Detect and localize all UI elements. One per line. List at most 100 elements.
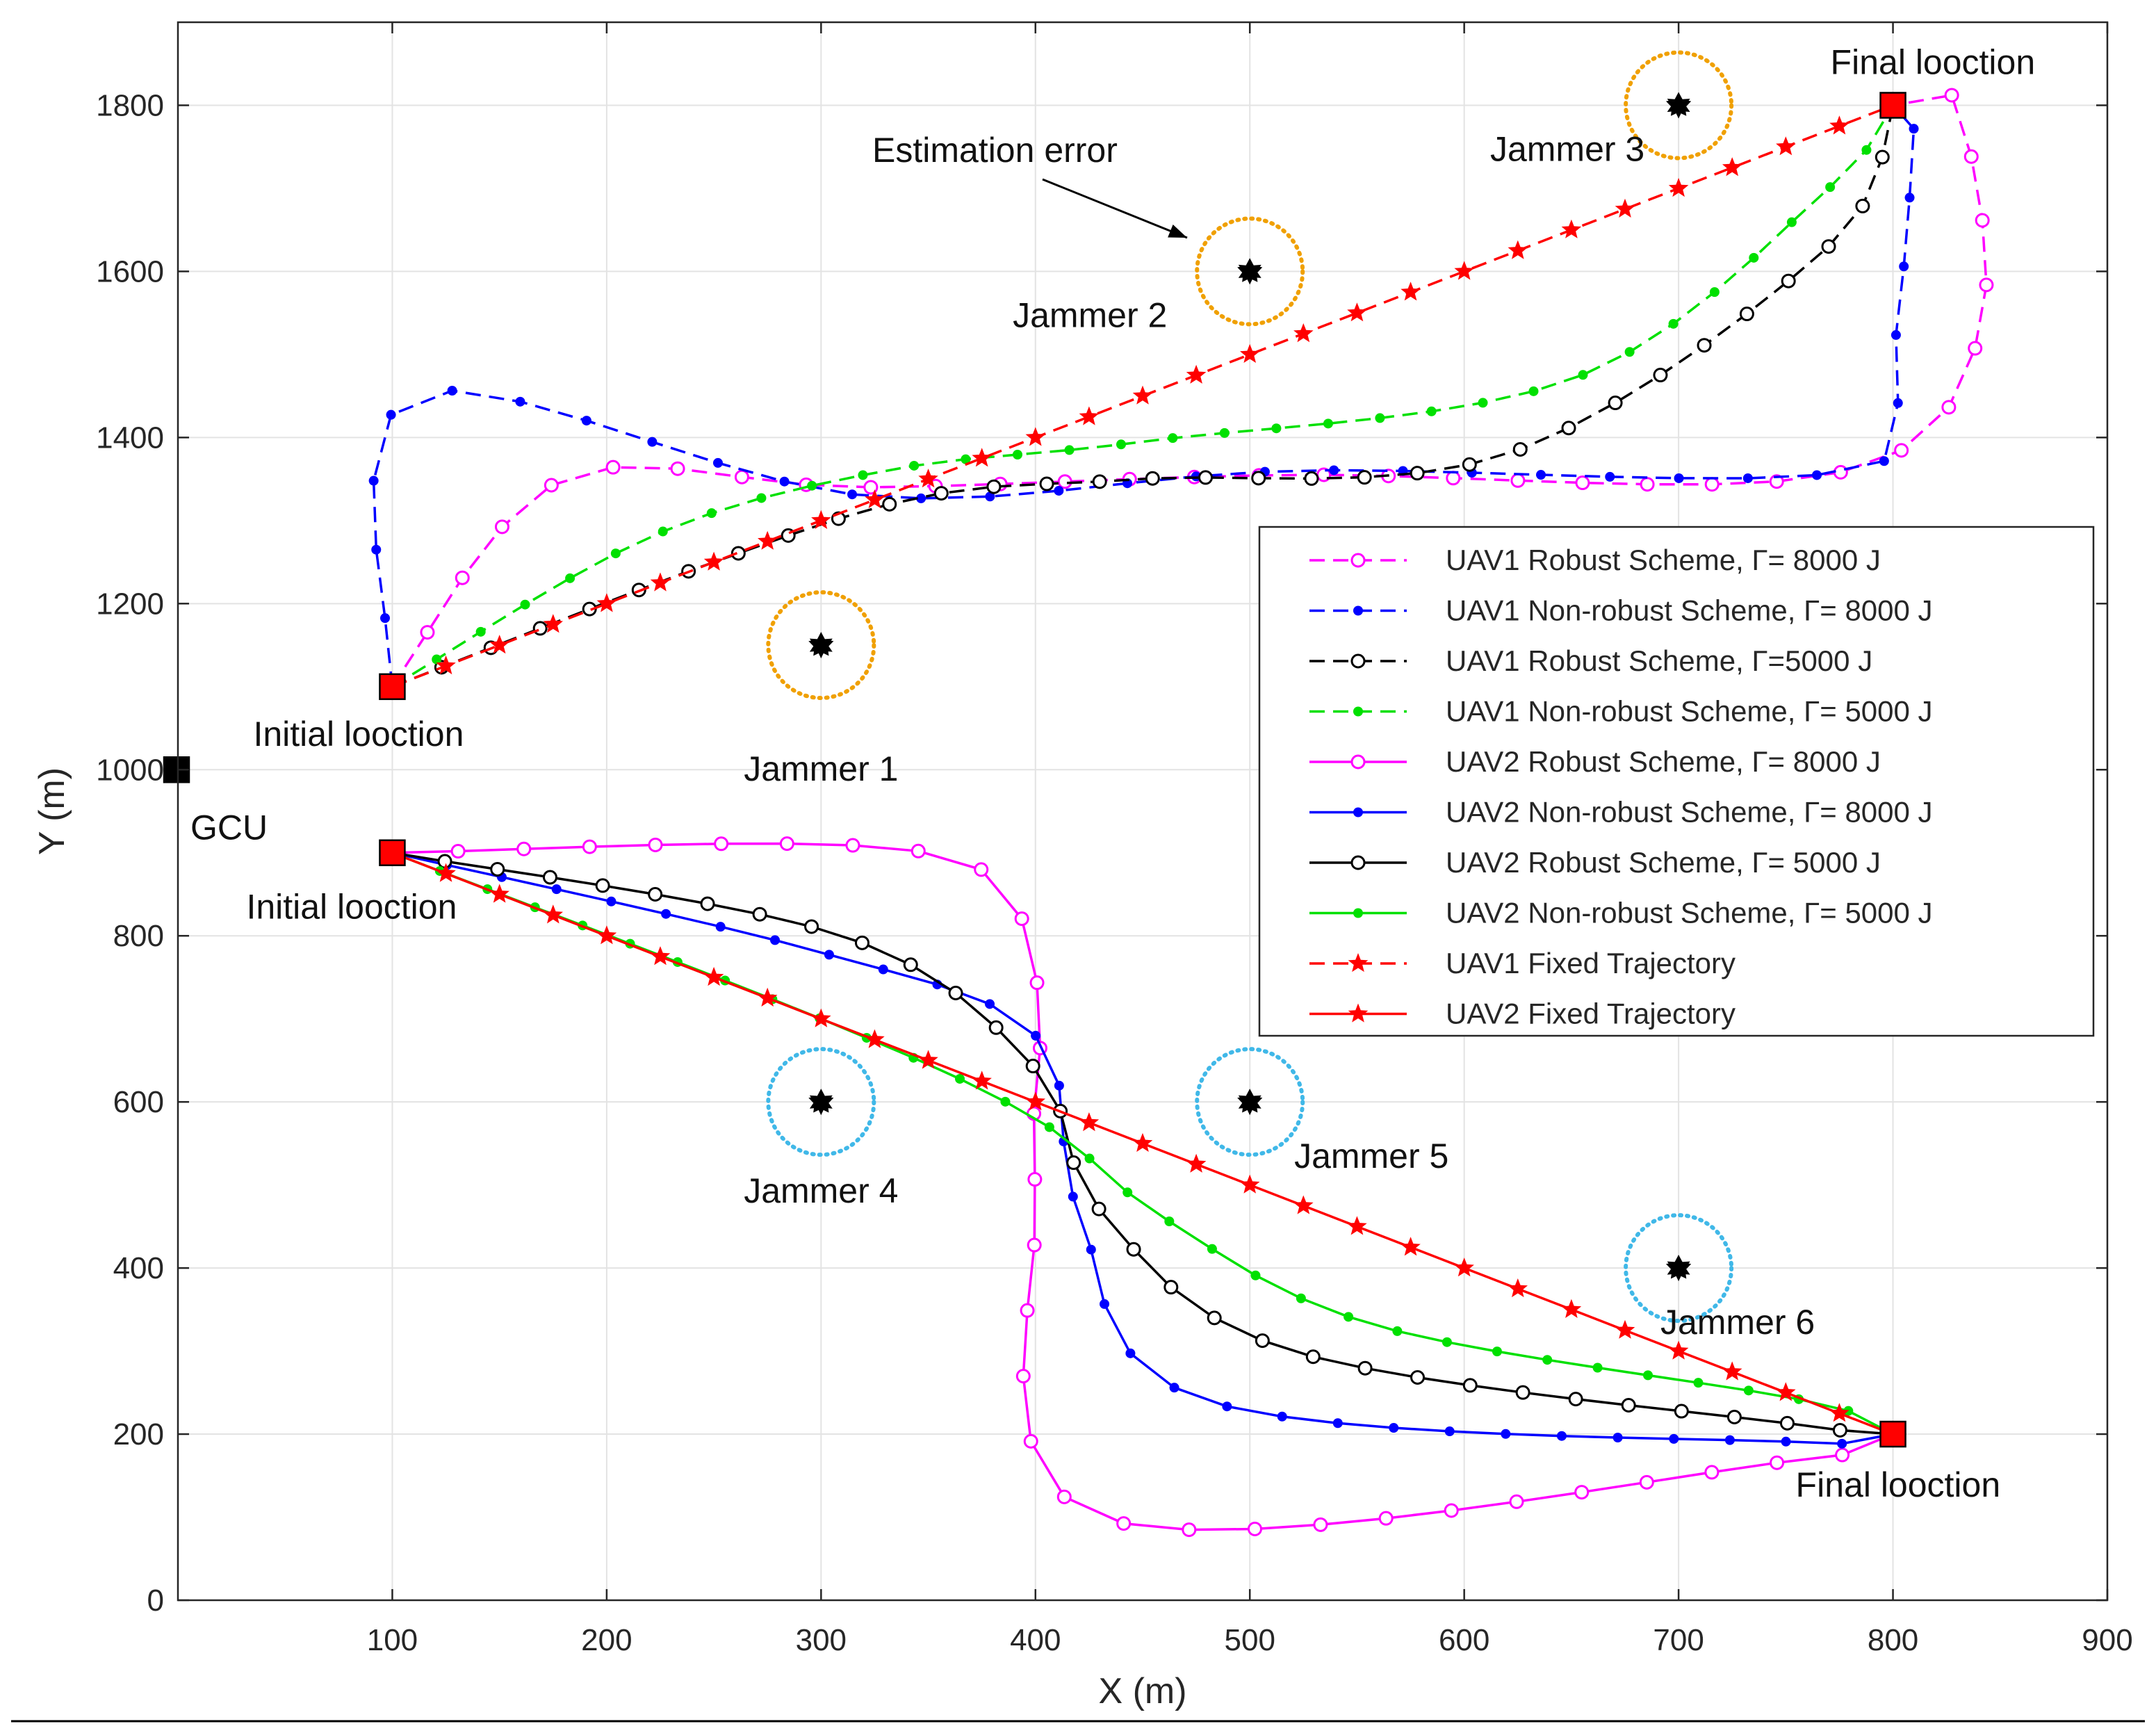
series-marker <box>1832 1422 1847 1438</box>
series-marker <box>516 841 532 856</box>
series-marker <box>1454 1258 1474 1277</box>
series-marker <box>1132 1132 1153 1152</box>
jammer-star-icon <box>1238 1089 1261 1116</box>
series-marker <box>1843 1406 1854 1416</box>
location-label: Final looction <box>1796 1465 2001 1504</box>
series-marker <box>1375 413 1385 423</box>
location-marker <box>1879 92 1906 119</box>
y-tick-label: 600 <box>113 1085 164 1119</box>
y-axis-label: Y (m) <box>32 767 72 855</box>
series-marker <box>1168 433 1178 444</box>
series-marker <box>1643 1370 1653 1381</box>
series-marker <box>1612 1433 1623 1443</box>
series-marker <box>1044 1122 1054 1132</box>
jammer-label: Jammer 2 <box>1013 295 1167 334</box>
series-marker <box>1615 1319 1635 1339</box>
series-marker <box>1861 145 1872 155</box>
series-marker <box>1025 1059 1040 1074</box>
series-marker <box>1944 88 1959 103</box>
series-marker <box>582 839 597 854</box>
series-marker <box>1724 1435 1735 1445</box>
series-marker <box>1446 471 1461 486</box>
series-marker <box>371 544 382 555</box>
series-marker <box>490 861 505 877</box>
series-marker <box>712 457 723 468</box>
series-marker <box>1392 1326 1403 1336</box>
location-label: Final looction <box>1831 42 2036 81</box>
series-marker <box>986 479 1002 494</box>
jammer-label: Jammer 1 <box>744 749 898 788</box>
legend-marker <box>1350 754 1366 770</box>
series-marker <box>1674 1404 1689 1419</box>
legend-marker <box>1348 1003 1369 1023</box>
series-marker <box>1251 471 1266 486</box>
y-tick-label: 1600 <box>96 254 164 288</box>
series-marker <box>1709 287 1720 298</box>
legend-marker <box>1348 953 1369 973</box>
legend-entry: UAV1 Fixed Trajectory <box>1309 947 1736 979</box>
series-marker <box>489 884 509 903</box>
jammer-label: Jammer 5 <box>1294 1137 1448 1175</box>
series-marker <box>703 551 724 571</box>
series-marker <box>1054 1080 1064 1091</box>
series-marker <box>1277 1411 1287 1422</box>
series-marker <box>1410 1369 1426 1385</box>
series-marker <box>648 886 663 902</box>
series-marker <box>1536 470 1546 480</box>
series-marker <box>714 836 729 852</box>
series-marker <box>1357 1360 1373 1376</box>
series-marker <box>1125 1348 1136 1358</box>
series-marker <box>1240 1174 1260 1194</box>
x-tick-label: 100 <box>367 1623 418 1657</box>
series-marker <box>455 570 470 585</box>
series-marker <box>1941 400 1957 415</box>
series-marker <box>1608 396 1623 411</box>
series-marker <box>436 863 456 882</box>
jammer-range-circle <box>1195 216 1305 327</box>
series-marker <box>1508 1278 1528 1298</box>
series-marker <box>1975 213 1990 228</box>
x-axis-label: X (m) <box>1098 1671 1186 1711</box>
series-marker <box>824 950 834 960</box>
series-marker <box>1039 476 1054 491</box>
x-tick-label: 700 <box>1653 1623 1704 1657</box>
y-tick-label: 200 <box>113 1417 164 1451</box>
series-marker <box>1508 240 1528 259</box>
series-marker <box>437 854 452 869</box>
series-marker <box>1704 1465 1720 1480</box>
x-tick-label: 900 <box>2082 1623 2132 1657</box>
series-marker <box>1400 1237 1421 1256</box>
series-marker <box>1697 338 1712 353</box>
series-marker <box>1561 219 1582 238</box>
legend-marker <box>1353 706 1363 717</box>
series-marker <box>1501 1429 1511 1439</box>
series-marker <box>916 493 926 503</box>
series-marker <box>1023 1433 1038 1449</box>
x-tick-label: 300 <box>796 1623 847 1657</box>
series-marker <box>1079 1112 1100 1132</box>
y-tick-label: 0 <box>147 1584 164 1618</box>
legend-label: UAV2 Non-robust Scheme, Γ= 8000 J <box>1446 796 1933 829</box>
series-marker <box>432 654 442 665</box>
series-marker <box>1776 1382 1796 1401</box>
series-marker <box>1122 1187 1133 1198</box>
series-marker <box>985 491 995 502</box>
series-marker <box>1624 347 1635 357</box>
series-marker <box>811 1008 831 1027</box>
series-marker <box>1454 261 1474 280</box>
y-tick-label: 1000 <box>96 753 164 787</box>
jammer-range-circle <box>1195 1047 1305 1157</box>
legend-label: UAV2 Robust Scheme, Γ= 5000 J <box>1446 846 1881 879</box>
x-tick-label: 200 <box>581 1623 632 1657</box>
series-marker <box>854 935 869 950</box>
series-marker <box>845 838 860 853</box>
legend: UAV1 Robust Scheme, Γ= 8000 J UAV1 Non-ro… <box>1258 526 2095 1037</box>
series-marker <box>1247 1521 1262 1536</box>
series-marker <box>1444 1503 1459 1518</box>
series-marker <box>863 480 879 495</box>
series-marker <box>1890 329 1901 340</box>
series-marker <box>1116 439 1126 450</box>
series-marker <box>450 844 466 859</box>
series-marker <box>1909 124 1919 134</box>
legend-entry: UAV1 Non-robust Scheme, Γ= 8000 J <box>1309 594 1933 627</box>
